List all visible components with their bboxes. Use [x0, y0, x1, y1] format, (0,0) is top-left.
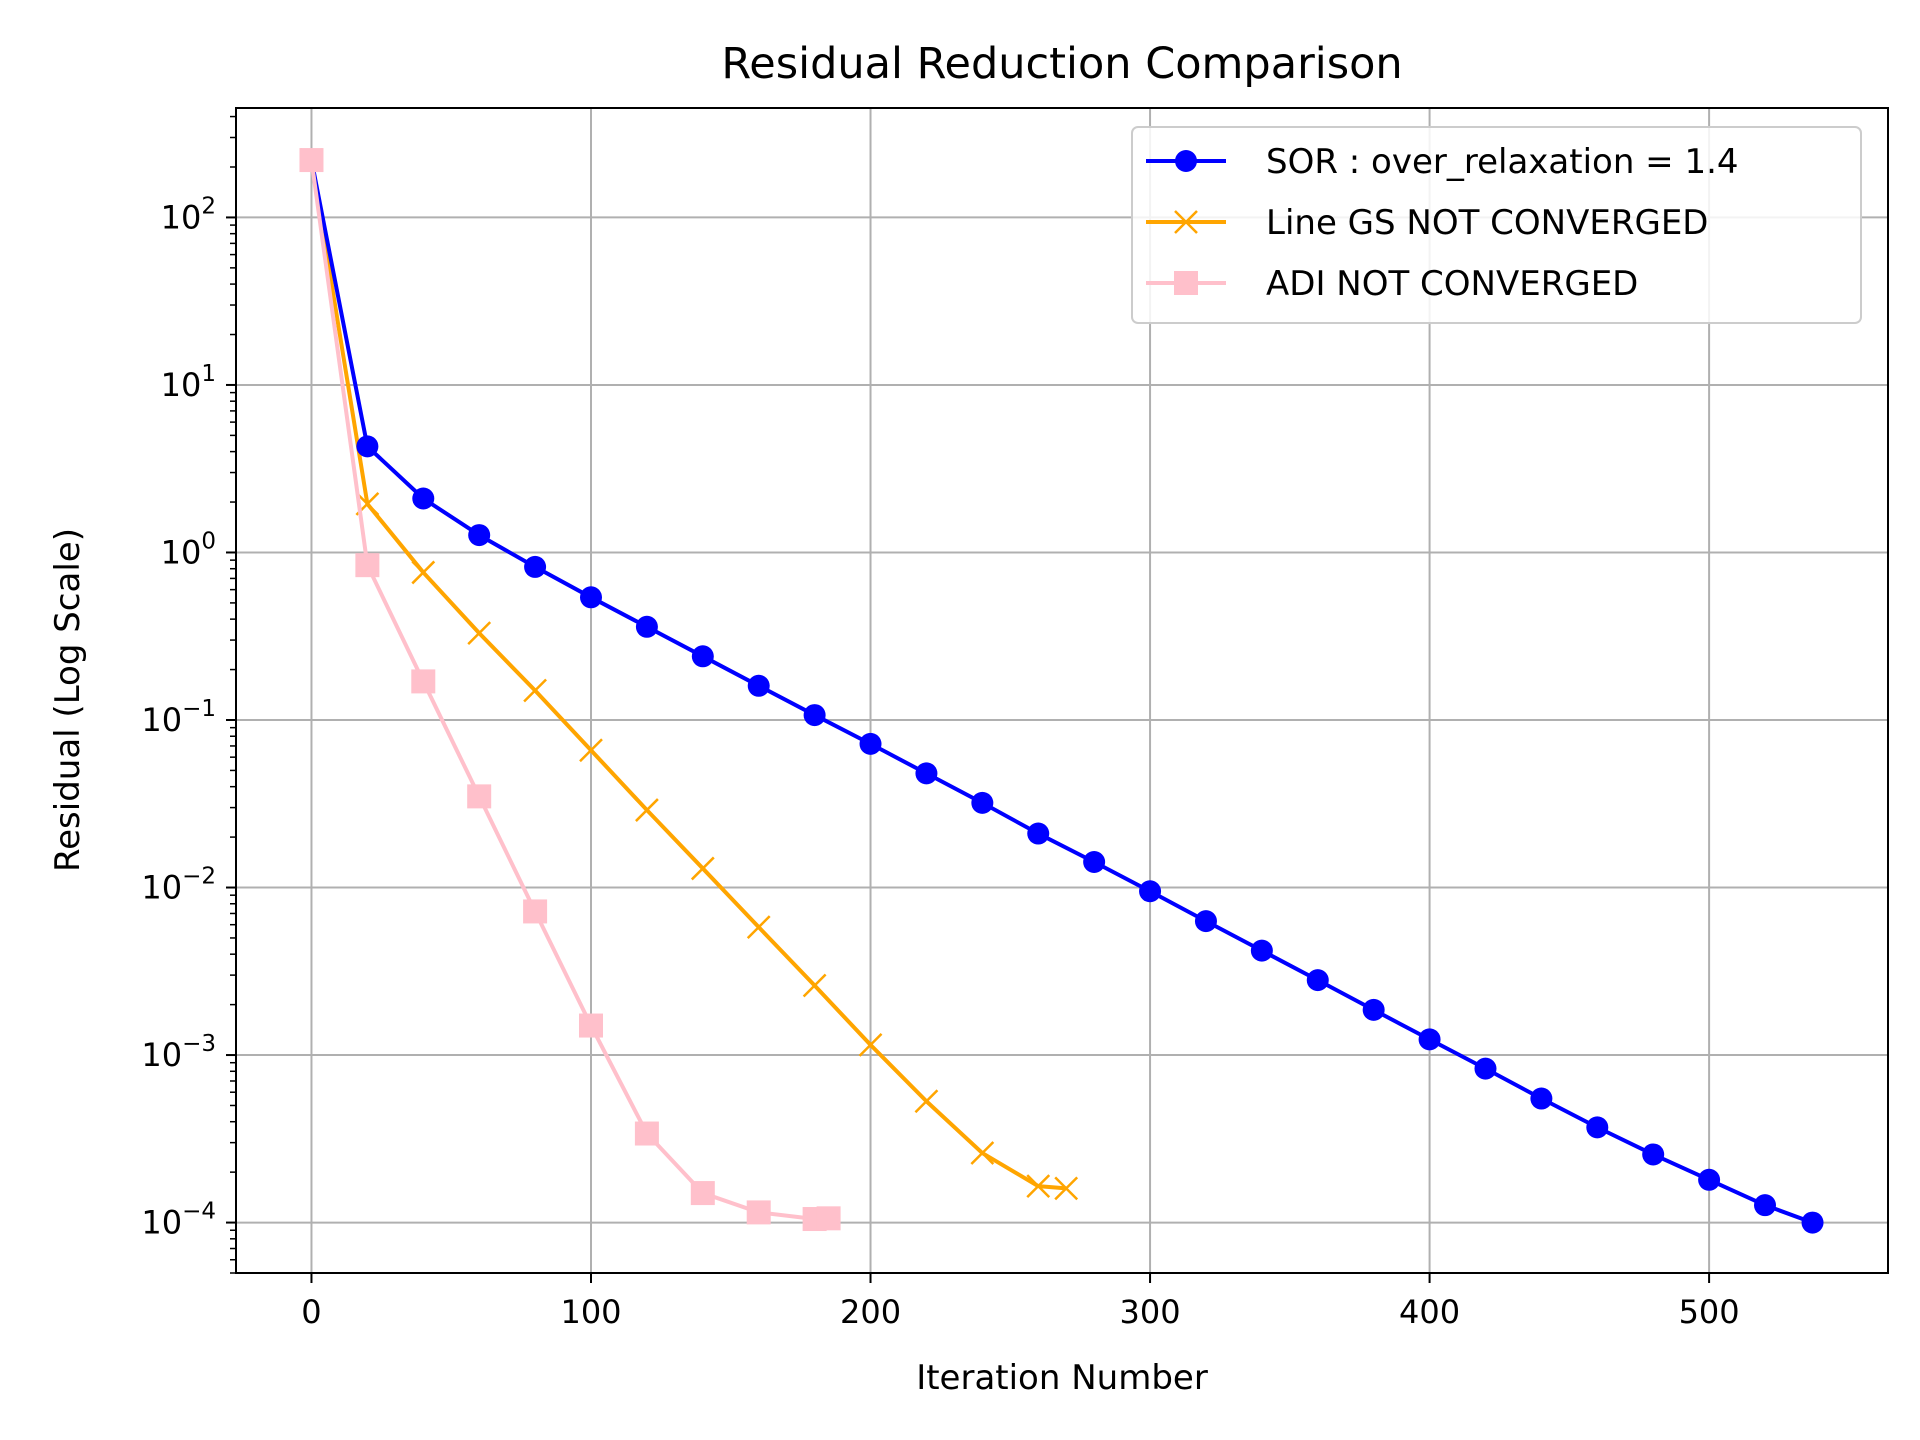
x-tick-label: 0	[301, 1293, 321, 1331]
data-point	[1054, 1176, 1079, 1201]
x-axis-label: Iteration Number	[916, 1358, 1208, 1398]
data-point	[1474, 1057, 1497, 1080]
data-point	[468, 524, 491, 547]
series-2	[299, 148, 841, 1232]
data-point	[858, 1032, 883, 1057]
data-point	[579, 738, 603, 763]
data-point	[634, 1121, 659, 1146]
legend-marker	[1174, 210, 1198, 234]
legend-marker	[1175, 150, 1197, 172]
legend-box	[1131, 126, 1862, 324]
data-point	[971, 791, 994, 814]
data-point	[1250, 939, 1273, 962]
data-point	[1754, 1194, 1777, 1217]
data-point	[1642, 1143, 1665, 1166]
data-point	[691, 645, 714, 668]
data-point	[523, 899, 548, 924]
data-point	[467, 784, 492, 809]
data-point	[635, 615, 658, 638]
data-point	[635, 798, 659, 822]
data-point	[411, 560, 436, 585]
data-point	[803, 704, 826, 727]
series-line	[309, 159, 1814, 1225]
x-tick-label: 100	[560, 1293, 621, 1331]
data-point	[914, 1089, 939, 1114]
data-point	[690, 1181, 715, 1206]
data-point	[1306, 969, 1329, 992]
data-point	[690, 856, 715, 881]
legend-marker	[1174, 271, 1198, 295]
y-tick-label: 10−3	[141, 1031, 216, 1074]
y-tick-label: 10−2	[141, 864, 216, 907]
data-point	[1139, 880, 1162, 903]
data-point	[816, 1206, 841, 1231]
x-axis: 0 100 200 300 400 500	[301, 1273, 1740, 1331]
data-point	[467, 621, 492, 646]
data-point	[1698, 1168, 1721, 1191]
y-tick-label: 100	[161, 528, 216, 571]
chart-title: Residual Reduction Comparison	[721, 39, 1402, 89]
y-tick-label: 10−1	[141, 696, 216, 739]
legend: SOR : over_relaxation = 1.4 Line GS NOT C…	[1131, 126, 1862, 324]
data-point	[915, 762, 938, 785]
legend-label: Line GS NOT CONVERGED	[1266, 203, 1708, 243]
data-point	[411, 669, 436, 694]
y-tick-label: 101	[161, 361, 216, 404]
data-point	[1586, 1116, 1609, 1139]
legend-entry: Line GS NOT CONVERGED	[1146, 203, 1708, 243]
grid	[236, 108, 1888, 1273]
data-point	[747, 674, 770, 697]
data-point	[1362, 998, 1385, 1021]
data-point	[356, 435, 379, 458]
plot-frame	[235, 107, 1889, 1274]
y-axis-label: Residual (Log Scale)	[48, 528, 88, 872]
y-tick-label: 102	[161, 193, 216, 236]
legend-label: SOR : over_relaxation = 1.4	[1266, 142, 1739, 182]
data-point	[578, 1013, 603, 1038]
series-1	[299, 148, 1079, 1201]
data-point	[523, 678, 547, 703]
data-point	[970, 1141, 995, 1165]
x-tick-label: 400	[1399, 1293, 1460, 1331]
data-point	[802, 973, 827, 998]
data-point	[1194, 910, 1217, 933]
data-point	[859, 732, 882, 755]
y-axis: 10−4 10−3 10−2 10−1 100 101 102	[141, 115, 236, 1274]
x-tick-label: 200	[840, 1293, 901, 1331]
x-tick-label: 300	[1120, 1293, 1181, 1331]
data-point	[524, 555, 547, 578]
data-point	[1530, 1087, 1553, 1110]
data-point	[1418, 1028, 1441, 1051]
data-point	[1801, 1211, 1824, 1234]
data-point	[579, 586, 602, 609]
legend-entry: ADI NOT CONVERGED	[1146, 264, 1638, 304]
plot-series	[299, 148, 1824, 1234]
y-tick-label: 10−4	[141, 1199, 216, 1242]
legend-label: ADI NOT CONVERGED	[1266, 264, 1638, 304]
data-point	[299, 148, 324, 173]
data-point	[746, 915, 771, 940]
data-point	[412, 487, 435, 510]
data-point	[1083, 851, 1106, 874]
data-point	[746, 1200, 771, 1225]
data-point	[355, 553, 380, 578]
series-0	[300, 149, 1824, 1234]
data-point	[1026, 1174, 1051, 1199]
data-point	[1027, 822, 1050, 845]
legend-entry: SOR : over_relaxation = 1.4	[1146, 142, 1739, 182]
x-tick-label: 500	[1679, 1293, 1740, 1331]
